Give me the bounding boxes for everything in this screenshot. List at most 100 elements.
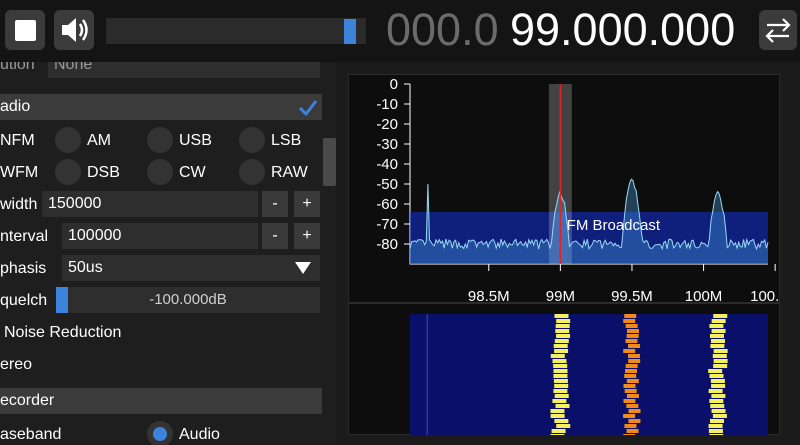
recorder-section-header[interactable]: ecorder bbox=[0, 388, 322, 414]
interval-label: nterval bbox=[0, 228, 49, 245]
waterfall-signal-segment bbox=[711, 409, 726, 413]
waterfall-signal-segment bbox=[710, 339, 725, 343]
waterfall-signal-segment bbox=[628, 359, 641, 363]
volume-slider[interactable] bbox=[106, 18, 366, 44]
radio-section-title: adio bbox=[0, 98, 31, 115]
y-tick-label: -80 bbox=[376, 236, 398, 253]
x-tick-label: 98.5M bbox=[468, 288, 510, 305]
waterfall-signal-segment bbox=[711, 394, 726, 398]
waterfall-signal-segment bbox=[623, 349, 636, 353]
mode-raw-label: RAW bbox=[271, 164, 308, 181]
top-row-value: None bbox=[54, 62, 93, 73]
bandwidth-plus-button[interactable]: + bbox=[294, 191, 320, 217]
waterfall-signal-segment bbox=[628, 419, 641, 423]
waterfall[interactable] bbox=[410, 314, 768, 435]
mode-nfm-label: NFM bbox=[0, 132, 35, 149]
stop-square-icon bbox=[15, 20, 36, 41]
fm-broadcast-band bbox=[410, 212, 768, 264]
waterfall-signal-segment bbox=[554, 314, 569, 318]
recorder-section-title: ecorder bbox=[0, 392, 55, 409]
mode-lsb-radio[interactable] bbox=[239, 127, 265, 153]
bandwidth-minus-button[interactable]: - bbox=[262, 191, 288, 217]
waterfall-signal-segment bbox=[553, 369, 568, 373]
top-row-select[interactable]: None bbox=[48, 62, 320, 78]
mode-dsb-label: DSB bbox=[87, 164, 120, 181]
waterfall-signal-segment bbox=[623, 414, 636, 418]
waterfall-signal-segment bbox=[556, 319, 571, 323]
waterfall-signal-segment bbox=[625, 364, 638, 368]
waterfall-signal-segment bbox=[550, 414, 565, 418]
waterfall-signal-segment bbox=[554, 394, 569, 398]
waterfall-signal-segment bbox=[709, 324, 724, 328]
mode-lsb-label: LSB bbox=[271, 132, 302, 149]
waterfall-signal-segment bbox=[627, 329, 640, 333]
squelch-slider-handle[interactable] bbox=[56, 287, 68, 313]
mode-usb-label: USB bbox=[179, 132, 212, 149]
frequency-dim-digits[interactable]: 000.0 bbox=[386, 4, 499, 55]
y-tick-label: -30 bbox=[376, 136, 398, 153]
stereo-label[interactable]: ereo bbox=[0, 356, 33, 373]
waterfall-signal-segment bbox=[708, 369, 723, 373]
waterfall-signal-segment bbox=[554, 384, 569, 388]
top-row-label: ution bbox=[0, 62, 35, 73]
audio-radio[interactable] bbox=[147, 421, 173, 445]
waterfall-signal-segment bbox=[553, 389, 568, 393]
waterfall-signal-segment bbox=[710, 379, 725, 383]
waterfall-signal-segment bbox=[625, 324, 638, 328]
volume-slider-handle[interactable] bbox=[343, 19, 356, 44]
checkmark-icon bbox=[298, 100, 318, 116]
mode-wfm-label: WFM bbox=[0, 164, 39, 181]
waterfall-signal-segment bbox=[709, 334, 724, 338]
band-label: FM Broadcast bbox=[567, 217, 661, 234]
interval-minus-button[interactable]: - bbox=[262, 223, 288, 249]
deemphasis-select[interactable]: 50us bbox=[62, 255, 320, 281]
waterfall-signal-segment bbox=[553, 364, 568, 368]
waterfall-signal-segment bbox=[552, 399, 567, 403]
audio-label: Audio bbox=[179, 426, 220, 443]
waterfall-signal-segment bbox=[713, 314, 728, 318]
panel-scrollbar[interactable] bbox=[323, 138, 336, 186]
waterfall-signal-segment bbox=[556, 334, 571, 338]
waterfall-signal-segment bbox=[624, 389, 637, 393]
stop-button[interactable] bbox=[5, 10, 45, 50]
waterfall-signal-segment bbox=[625, 339, 638, 343]
y-tick-label: 0 bbox=[390, 76, 398, 93]
waterfall-signal-segment bbox=[623, 384, 636, 388]
radio-section-header[interactable]: adio bbox=[0, 94, 322, 120]
squelch-slider[interactable]: -100.000dB bbox=[56, 287, 320, 313]
y-tick-label: -60 bbox=[376, 196, 398, 213]
waterfall-signal-segment bbox=[711, 329, 726, 333]
waterfall-signal-segment bbox=[626, 394, 639, 398]
waterfall-signal-segment bbox=[711, 319, 726, 323]
spectrum-chart[interactable]: FM Broadcast 0 -10 -20 -30 -40 -50 -60 -70 -80 9… bbox=[348, 74, 780, 435]
mode-usb-radio[interactable] bbox=[147, 127, 173, 153]
mute-button[interactable] bbox=[54, 10, 94, 50]
waterfall-signal-segment bbox=[550, 434, 565, 435]
swap-button[interactable] bbox=[759, 10, 797, 50]
waterfall-signal-segment bbox=[712, 414, 727, 418]
waterfall-signal-segment bbox=[713, 349, 728, 353]
waterfall-signal-segment bbox=[625, 369, 638, 373]
interval-value: 100000 bbox=[68, 227, 122, 244]
bandwidth-input[interactable]: 150000 bbox=[42, 191, 258, 217]
waterfall-signal-segment bbox=[628, 344, 641, 348]
waterfall-signal-segment bbox=[712, 354, 727, 358]
waterfall-signal-segment bbox=[550, 409, 565, 413]
noise-reduction-label[interactable]: Noise Reduction bbox=[4, 324, 122, 341]
waterfall-signal-segment bbox=[556, 424, 571, 428]
bandwidth-label: width bbox=[0, 196, 38, 213]
waterfall-signal-segment bbox=[708, 389, 723, 393]
y-tick-label: -20 bbox=[376, 116, 398, 133]
interval-plus-button[interactable]: + bbox=[294, 223, 320, 249]
waterfall-signal-segment bbox=[555, 329, 570, 333]
x-tick-label: 100M bbox=[685, 288, 723, 305]
waterfall-signal-segment bbox=[623, 399, 636, 403]
waterfall-signal-segment bbox=[551, 429, 566, 433]
mode-am-radio[interactable] bbox=[55, 127, 81, 153]
mode-raw-radio[interactable] bbox=[239, 159, 265, 185]
x-tick-label: 99.5M bbox=[611, 288, 653, 305]
mode-dsb-radio[interactable] bbox=[55, 159, 81, 185]
interval-input[interactable]: 100000 bbox=[62, 223, 258, 249]
frequency-display[interactable]: 99.000.000 bbox=[510, 4, 736, 55]
mode-cw-radio[interactable] bbox=[147, 159, 173, 185]
